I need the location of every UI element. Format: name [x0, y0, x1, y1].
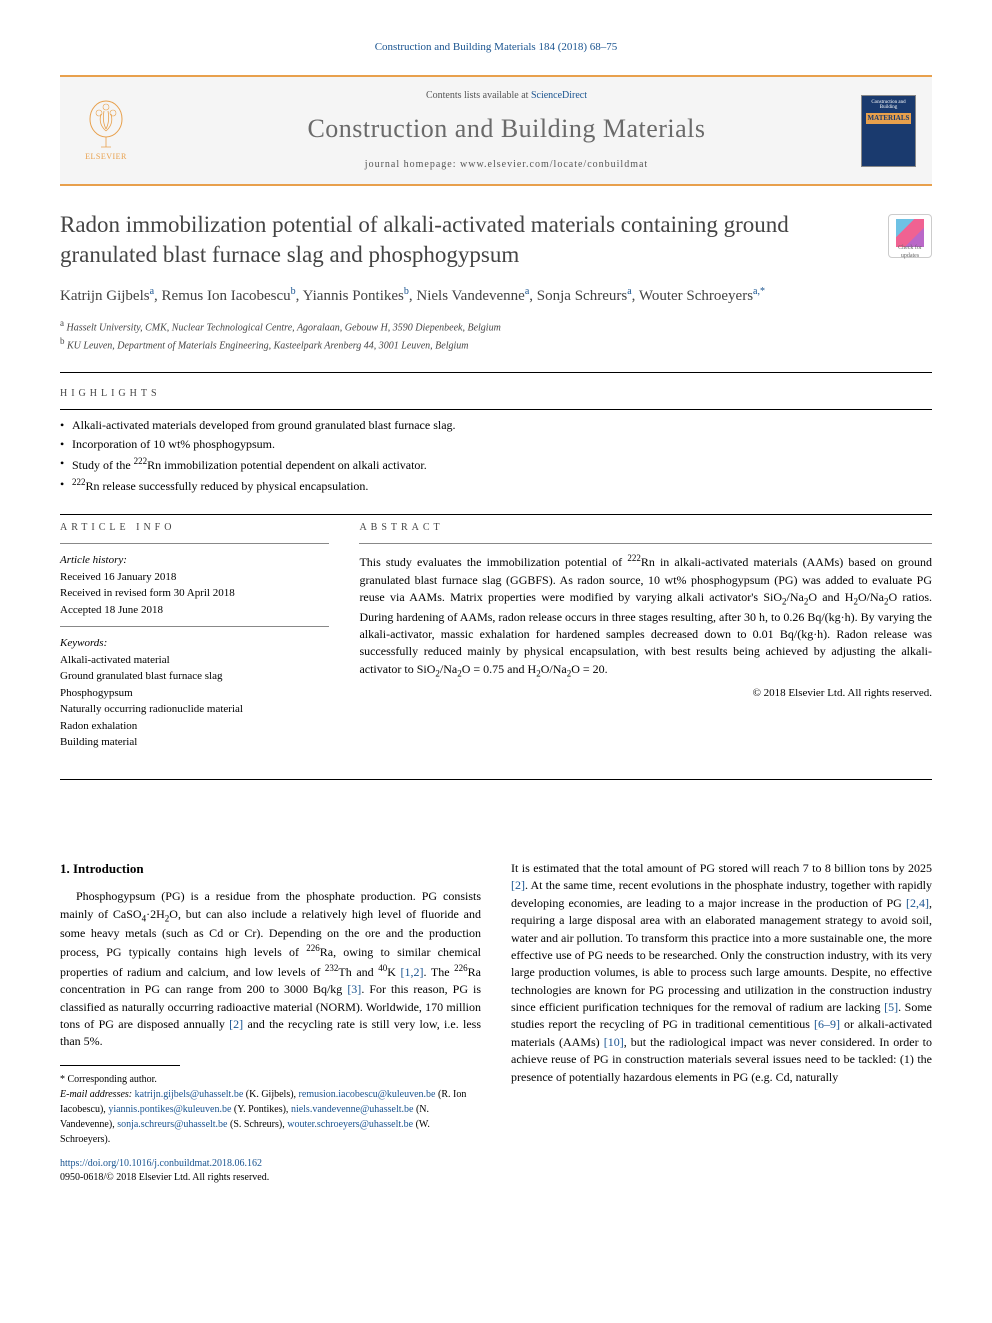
keywords-heading: Keywords:	[60, 635, 329, 652]
body-columns: 1. Introduction Phosphogypsum (PG) is a …	[60, 860, 932, 1185]
keyword-item: Radon exhalation	[60, 718, 329, 735]
rule	[60, 779, 932, 780]
rule	[60, 514, 932, 515]
article-info-column: ARTICLE INFO Article history: Received 1…	[60, 521, 329, 751]
intro-paragraph-2: It is estimated that the total amount of…	[511, 860, 932, 1086]
keyword-item: Building material	[60, 734, 329, 751]
abstract-column: ABSTRACT This study evaluates the immobi…	[359, 521, 932, 751]
citation-header: Construction and Building Materials 184 …	[60, 40, 932, 55]
article-title: Radon immobilization potential of alkali…	[60, 210, 932, 270]
sciencedirect-link[interactable]: ScienceDirect	[531, 90, 587, 101]
affiliation-a-text: Hasselt University, CMK, Nuclear Technol…	[67, 322, 501, 333]
issn-copyright: 0950-0618/© 2018 Elsevier Ltd. All right…	[60, 1172, 269, 1183]
thin-rule	[60, 543, 329, 544]
doi-block: https://doi.org/10.1016/j.conbuildmat.20…	[60, 1157, 481, 1185]
emails-line: E-mail addresses: katrijn.gijbels@uhasse…	[60, 1087, 481, 1147]
corresponding-author-note: * Corresponding author.	[60, 1072, 481, 1087]
info-abstract-row: ARTICLE INFO Article history: Received 1…	[60, 521, 932, 751]
introduction-heading: 1. Introduction	[60, 860, 481, 878]
cover-subtitle: Construction and Building	[866, 100, 911, 111]
keyword-item: Naturally occurring radionuclide materia…	[60, 701, 329, 718]
keywords-list: Alkali-activated materialGround granulat…	[60, 652, 329, 751]
rule	[60, 372, 932, 373]
contents-available-line: Contents lists available at ScienceDirec…	[152, 89, 861, 103]
article-info-label: ARTICLE INFO	[60, 521, 329, 535]
doi-link[interactable]: https://doi.org/10.1016/j.conbuildmat.20…	[60, 1158, 262, 1169]
abstract-copyright: © 2018 Elsevier Ltd. All rights reserved…	[359, 686, 932, 701]
thin-rule	[60, 626, 329, 627]
thin-rule	[359, 543, 932, 544]
keyword-item: Ground granulated blast furnace slag	[60, 668, 329, 685]
header-center: Contents lists available at ScienceDirec…	[152, 89, 861, 171]
rule	[60, 409, 932, 410]
contents-prefix: Contents lists available at	[426, 90, 531, 101]
affiliation-b: b KU Leuven, Department of Materials Eng…	[60, 335, 932, 353]
highlight-item: Alkali-activated materials developed fro…	[60, 416, 932, 435]
abstract-label: ABSTRACT	[359, 521, 932, 535]
keyword-item: Phosphogypsum	[60, 685, 329, 702]
journal-header: ELSEVIER Contents lists available at Sci…	[60, 75, 932, 185]
history-heading: Article history:	[60, 552, 329, 569]
highlight-item: Incorporation of 10 wt% phosphogypsum.	[60, 435, 932, 454]
article-history: Article history: Received 16 January 201…	[60, 552, 329, 618]
homepage-prefix: journal homepage:	[365, 159, 460, 170]
keywords-block: Keywords: Alkali-activated materialGroun…	[60, 635, 329, 751]
journal-name: Construction and Building Materials	[152, 111, 861, 147]
elsevier-logo: ELSEVIER	[76, 96, 136, 166]
abstract-text: This study evaluates the immobilization …	[359, 552, 932, 680]
intro-paragraph-1: Phosphogypsum (PG) is a residue from the…	[60, 888, 481, 1051]
elsevier-tree-icon	[83, 99, 129, 149]
footnotes: * Corresponding author. E-mail addresses…	[60, 1072, 481, 1147]
page: Construction and Building Materials 184 …	[0, 0, 992, 1225]
authors-list: Katrijn Gijbelsa, Remus Ion Iacobescub, …	[60, 284, 932, 308]
highlight-item: Study of the 222Rn immobilization potent…	[60, 454, 932, 475]
affiliation-b-text: KU Leuven, Department of Materials Engin…	[67, 341, 469, 352]
keyword-item: Alkali-activated material	[60, 652, 329, 669]
body-column-left: 1. Introduction Phosphogypsum (PG) is a …	[60, 860, 481, 1185]
affiliations: a Hasselt University, CMK, Nuclear Techn…	[60, 317, 932, 354]
check-updates-badge[interactable]: Check for updates	[888, 214, 932, 258]
highlights-list: Alkali-activated materials developed fro…	[60, 416, 932, 497]
homepage-line: journal homepage: www.elsevier.com/locat…	[152, 158, 861, 172]
elsevier-label: ELSEVIER	[85, 151, 127, 162]
journal-cover-thumbnail: Construction and Building MATERIALS	[861, 95, 916, 167]
highlight-item: 222Rn release successfully reduced by ph…	[60, 475, 932, 496]
history-accepted: Accepted 18 June 2018	[60, 602, 329, 619]
history-received: Received 16 January 2018	[60, 569, 329, 586]
footnote-rule	[60, 1065, 180, 1066]
homepage-url: www.elsevier.com/locate/conbuildmat	[460, 159, 648, 170]
highlights-label: HIGHLIGHTS	[60, 387, 932, 401]
article-title-text: Radon immobilization potential of alkali…	[60, 212, 789, 267]
history-revised: Received in revised form 30 April 2018	[60, 585, 329, 602]
affiliation-a: a Hasselt University, CMK, Nuclear Techn…	[60, 317, 932, 335]
body-column-right: It is estimated that the total amount of…	[511, 860, 932, 1185]
cover-main-title: MATERIALS	[866, 113, 911, 125]
